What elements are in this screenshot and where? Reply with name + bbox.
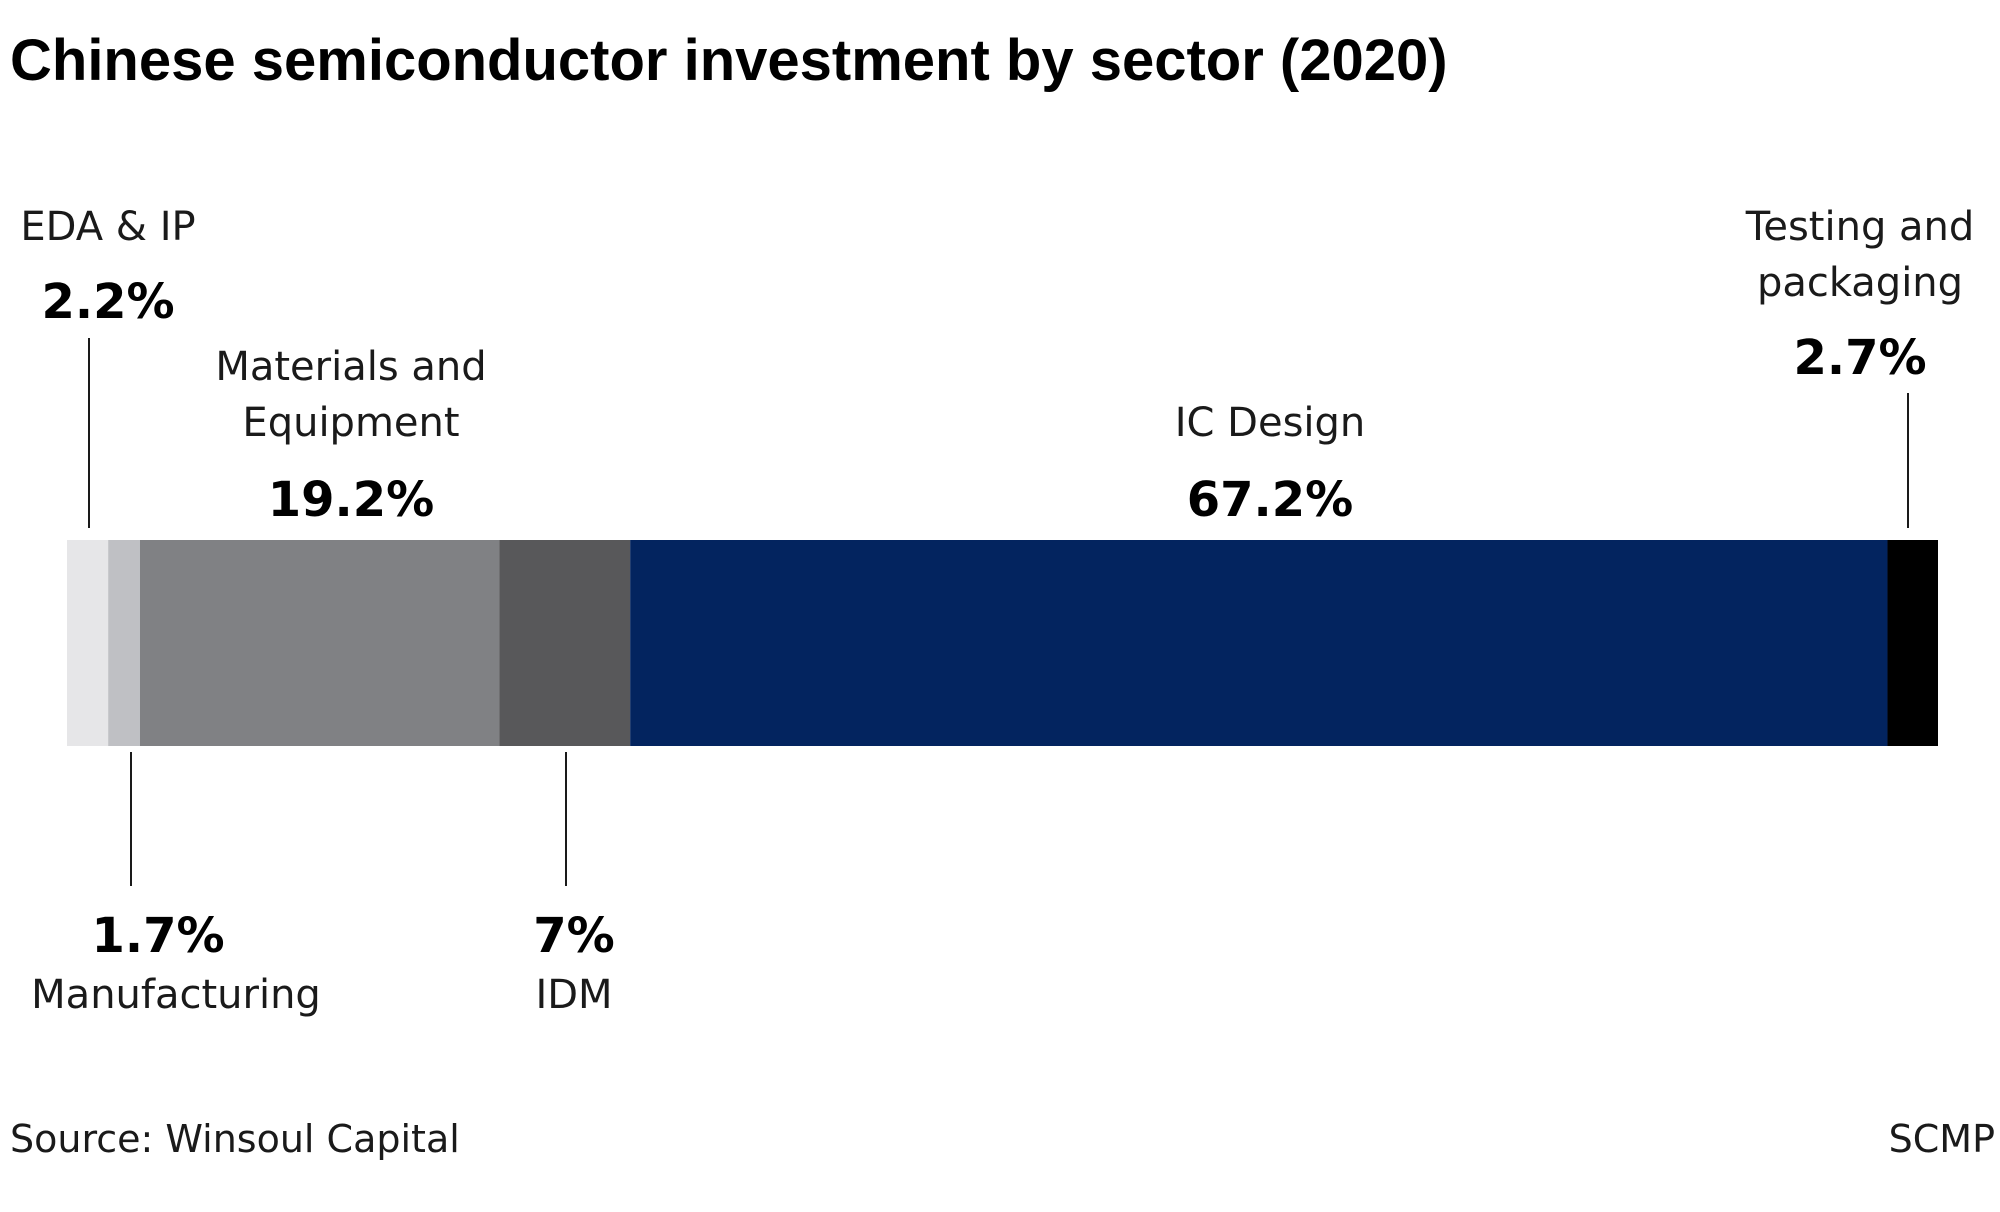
bar-segment-manufacturing [108,540,140,746]
segment-label-idm: IDM [535,972,612,1018]
credit-note: SCMP [1889,1117,1995,1161]
bar-segment-eda-and-ip [67,540,109,746]
source-note: Source: Winsoul Capital [10,1117,460,1161]
segment-label-ic-design: IC Design [1175,400,1366,446]
chart-title: Chinese semiconductor investment by sect… [10,28,1448,93]
bar-segment-idm [499,540,631,746]
segment-label-eda-and-ip: EDA & IP [20,204,195,250]
value-label-manufacturing: 1.7% [91,908,224,964]
segment-label-testing-and-packaging-line-2: packaging [1757,260,1963,306]
value-label-materials-and-equipment: 19.2% [268,472,435,528]
segment-label-manufacturing: Manufacturing [31,972,321,1018]
segment-label-testing-and-packaging-line-1: Testing and [1745,204,1975,250]
value-label-testing-and-packaging: 2.7% [1793,330,1926,386]
segment-labels: EDA & IP 2.2% Manufacturing 1.7% Materials a… [20,204,1974,1018]
bar-segment-ic-design [630,540,1888,746]
leader-lines [88,338,1909,886]
segment-label-materials-and-equipment-line-1: Materials and [215,344,486,390]
value-label-ic-design: 67.2% [1187,472,1354,528]
bar-segment-materials-and-equipment [139,540,500,746]
value-label-eda-and-ip: 2.2% [41,274,174,330]
value-label-idm: 7% [533,908,615,964]
segment-label-materials-and-equipment-line-2: Equipment [242,400,459,446]
bar-segments [67,540,1938,746]
bar-segment-testing-and-packaging [1887,540,1938,746]
